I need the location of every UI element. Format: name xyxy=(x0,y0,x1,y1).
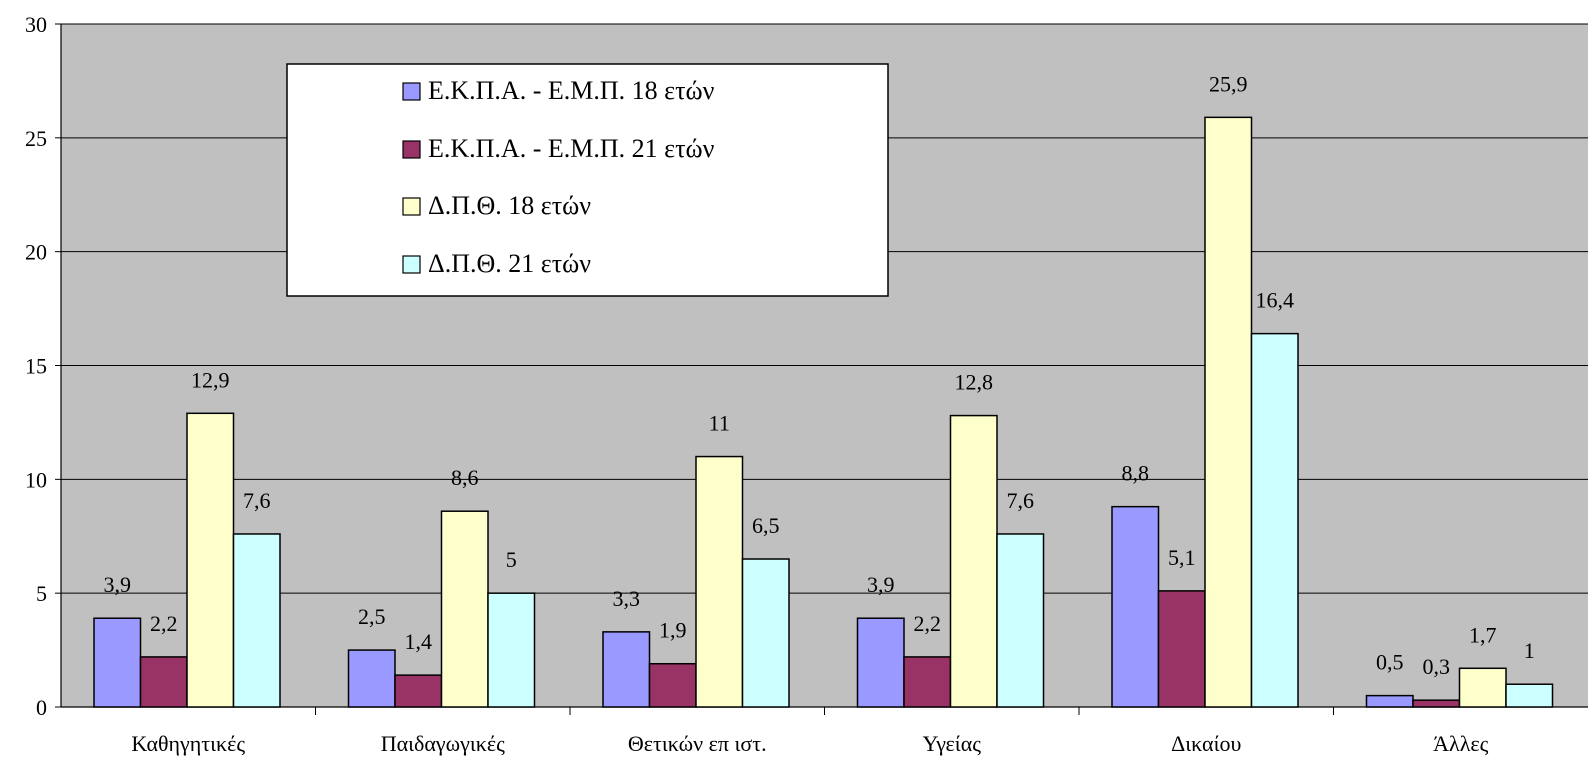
y-tick-label: 10 xyxy=(25,467,47,492)
bar xyxy=(648,662,697,708)
data-label: 8,8 xyxy=(1122,461,1150,486)
data-label: 5,1 xyxy=(1168,545,1196,570)
bar xyxy=(1505,683,1554,708)
data-label: 1,9 xyxy=(659,618,687,643)
bar xyxy=(139,656,188,708)
bar xyxy=(949,414,998,708)
bar xyxy=(487,592,536,708)
bar xyxy=(996,533,1045,708)
bar xyxy=(232,533,281,708)
data-label: 11 xyxy=(709,411,730,436)
bar xyxy=(903,656,952,708)
legend-item: Δ.Π.Θ. 18 ετών xyxy=(402,191,591,220)
category-label: Υγείας xyxy=(923,731,982,756)
bar xyxy=(1365,694,1414,708)
category-label: Θετικών επ ιστ. xyxy=(628,731,767,756)
data-label: 1,7 xyxy=(1469,622,1497,647)
legend-swatch xyxy=(402,197,421,216)
data-label: 6,5 xyxy=(752,513,780,538)
data-label: 3,3 xyxy=(613,586,641,611)
bar xyxy=(186,412,235,708)
category-label: Άλλες xyxy=(1433,731,1488,756)
y-tick-label: 5 xyxy=(36,581,47,606)
legend-item: Ε.Κ.Π.Α. - Ε.Μ.Π. 21 ετών xyxy=(402,134,715,163)
bar xyxy=(1250,332,1299,708)
legend-label: Ε.Κ.Π.Α. - Ε.Μ.Π. 21 ετών xyxy=(428,134,715,163)
data-label: 3,9 xyxy=(867,572,895,597)
data-label: 25,9 xyxy=(1209,71,1248,96)
y-tick-label: 15 xyxy=(25,354,47,379)
bar xyxy=(1157,590,1206,708)
legend: Ε.Κ.Π.Α. - Ε.Μ.Π. 18 ετών Ε.Κ.Π.Α. - Ε.Μ… xyxy=(286,63,889,297)
legend-label: Δ.Π.Θ. 21 ετών xyxy=(428,249,591,278)
data-label: 16,4 xyxy=(1256,288,1295,313)
y-tick-label: 20 xyxy=(25,240,47,265)
bar xyxy=(347,649,396,708)
bars xyxy=(93,116,1554,708)
category-labels: Καθηγητικές Παιδαγωγικές Θετικών επ ιστ. Υγ… xyxy=(131,731,1488,756)
data-label: 2,5 xyxy=(358,604,386,629)
data-label: 8,6 xyxy=(451,465,479,490)
bar xyxy=(856,617,905,708)
data-labels: 3,9 2,2 12,9 7,6 2,5 1,4 8,6 5 3,3 1,9 11 6,5 3,9 2,2… xyxy=(104,71,1535,679)
legend-item: Ε.Κ.Π.Α. - Ε.Μ.Π. 18 ετών xyxy=(402,76,715,105)
bar xyxy=(1111,505,1160,708)
legend-box xyxy=(286,63,889,297)
legend-swatch xyxy=(402,140,421,159)
data-label: 1,4 xyxy=(405,629,433,654)
y-tick-label: 25 xyxy=(25,126,47,151)
data-label: 1 xyxy=(1524,638,1535,663)
legend-label: Ε.Κ.Π.Α. - Ε.Μ.Π. 18 ετών xyxy=(428,76,715,105)
bar xyxy=(1204,116,1253,708)
legend-swatch xyxy=(402,255,421,274)
bar xyxy=(741,558,790,708)
bar xyxy=(394,674,443,708)
y-axis-ticks: 0 5 10 15 20 25 30 xyxy=(25,12,61,720)
y-tick-label: 30 xyxy=(25,12,47,37)
bar xyxy=(93,617,142,708)
data-label: 12,9 xyxy=(191,367,230,392)
legend-item: Δ.Π.Θ. 21 ετών xyxy=(402,249,591,278)
bar xyxy=(440,510,489,708)
data-label: 5 xyxy=(506,547,517,572)
y-tick-label: 0 xyxy=(36,695,47,720)
legend-swatch xyxy=(402,82,421,101)
data-label: 3,9 xyxy=(104,572,132,597)
category-label: Παιδαγωγικές xyxy=(381,731,505,756)
data-label: 12,8 xyxy=(955,370,994,395)
category-label: Δικαίου xyxy=(1171,731,1241,756)
data-label: 2,2 xyxy=(150,611,178,636)
data-label: 7,6 xyxy=(243,488,271,513)
legend-label: Δ.Π.Θ. 18 ετών xyxy=(428,191,591,220)
data-label: 7,6 xyxy=(1007,488,1035,513)
category-label: Καθηγητικές xyxy=(131,731,245,756)
bar xyxy=(1458,667,1507,708)
bar xyxy=(695,455,744,708)
data-label: 0,3 xyxy=(1423,654,1451,679)
data-label: 0,5 xyxy=(1376,650,1404,675)
data-label: 2,2 xyxy=(914,611,942,636)
bar xyxy=(1412,699,1461,708)
bar xyxy=(602,631,651,708)
